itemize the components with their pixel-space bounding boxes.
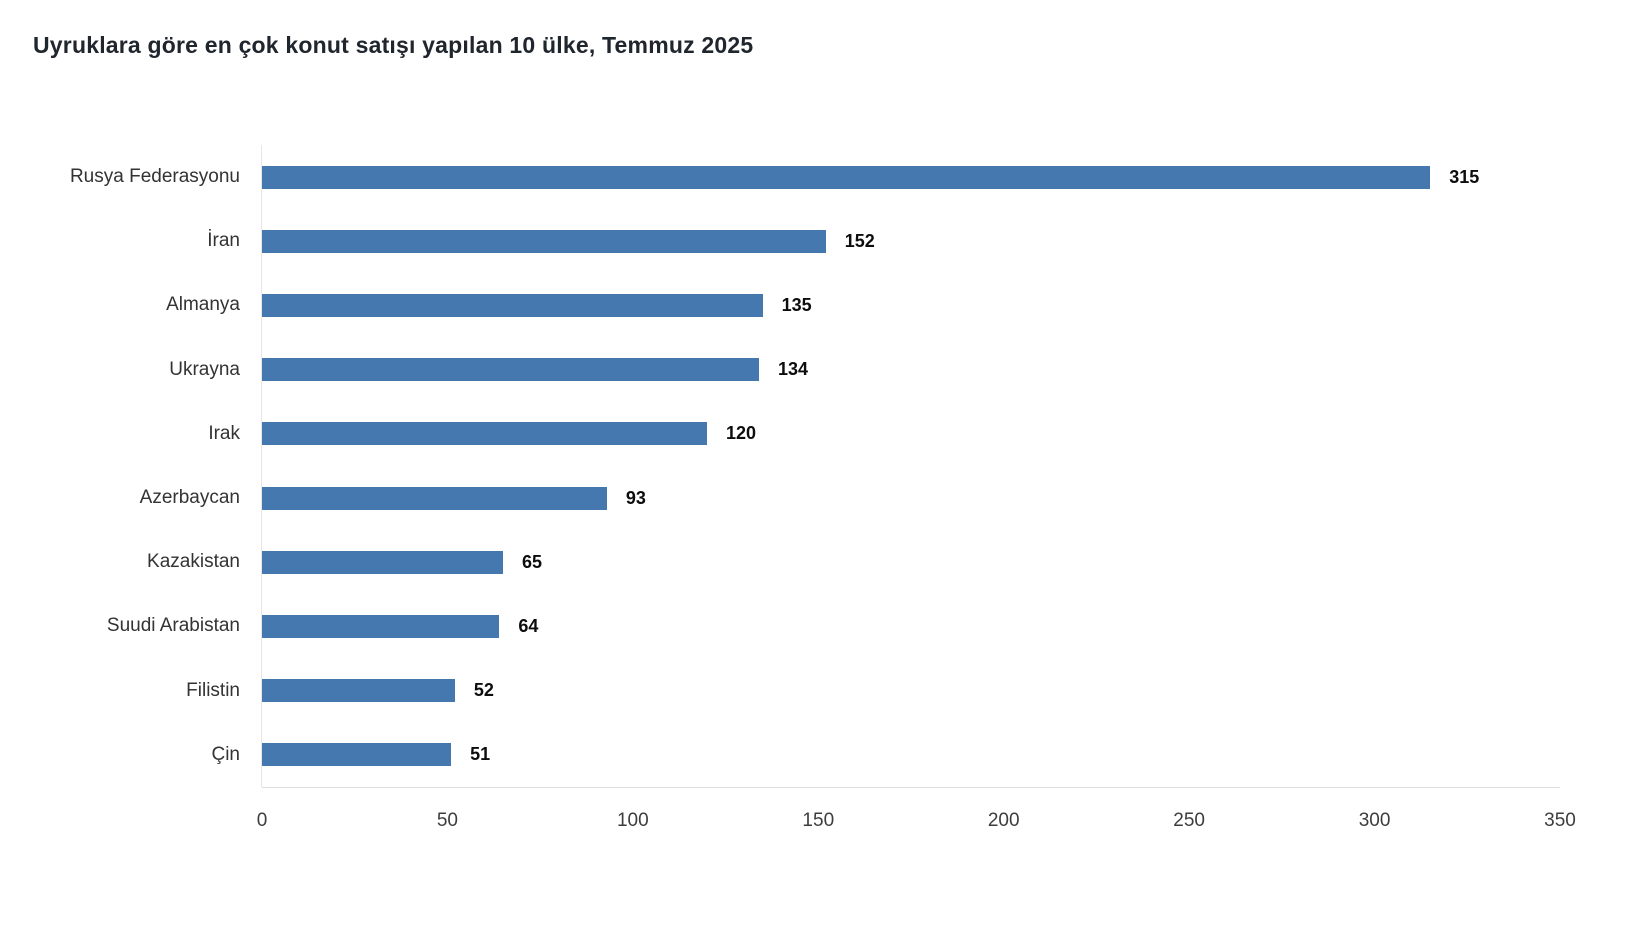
x-tick-label: 250 [1173,809,1205,831]
chart-row: Kazakistan 65 [0,530,1628,595]
value-label: 135 [781,294,812,315]
value-label: 64 [518,615,539,636]
plot-cell: 65 [261,530,1560,595]
plot-cell: 315 [261,145,1560,210]
category-label: Çin [211,743,240,765]
category-label: Almanya [166,294,240,316]
chart-row: Rusya Federasyonu 315 [0,145,1628,210]
chart-row: Suudi Arabistan 64 [0,594,1628,659]
category-label: İran [207,230,240,252]
plot-cell: 120 [261,401,1560,466]
plot-cell: 152 [261,209,1560,274]
bar [262,358,759,382]
x-tick-label: 300 [1358,809,1391,831]
value-label: 120 [726,423,757,444]
chart-row: Çin 51 [0,722,1628,787]
bar [262,743,452,767]
bar [262,422,708,446]
category-label: Kazakistan [147,551,240,573]
chart-row: İran 152 [0,209,1628,274]
bar [262,165,1431,189]
category-label: Ukrayna [169,358,240,380]
x-tick-label: 50 [436,809,458,831]
bar [262,679,455,703]
value-label: 52 [473,680,494,701]
value-label: 134 [777,359,808,380]
x-axis: 0 50 100 150 200 250 300 350 [257,786,1576,860]
bar [262,550,504,574]
value-label: 152 [844,230,875,251]
plot-cell: 52 [261,658,1560,723]
chart-row: Filistin 52 [0,658,1628,723]
bar-chart: Rusya Federasyonu 315 İran 152 Almanya 135 Ukr… [0,145,1628,860]
value-label: 93 [625,487,646,508]
plot-cell: 93 [261,465,1560,531]
bar [262,293,763,317]
chart-row: Almanya 135 [0,273,1628,338]
x-tick-label: 100 [616,809,649,831]
category-label: Suudi Arabistan [106,615,240,637]
x-tick-label: 0 [256,809,268,831]
bar [262,486,607,510]
category-label: Azerbaycan [139,487,240,509]
chart-row: Ukrayna 134 [0,337,1628,402]
value-label: 315 [1449,166,1480,187]
chart-row: Irak 120 [0,401,1628,466]
bar-rows: Rusya Federasyonu 315 İran 152 Almanya 135 Ukr… [0,145,1628,787]
chart-title: Uyruklara göre en çok konut satışı yapıl… [33,32,754,58]
value-label: 65 [522,551,543,572]
plot-cell: 51 [261,722,1560,787]
x-tick-label: 200 [987,809,1020,831]
plot-cell: 134 [261,337,1560,402]
x-tick-label: 150 [802,809,835,831]
x-tick-label: 350 [1544,809,1576,831]
plot-cell: 135 [261,273,1560,338]
category-label: Rusya Federasyonu [69,166,240,188]
bar [262,229,826,253]
bar [262,614,500,638]
category-label: Filistin [186,679,240,701]
category-label: Irak [208,422,240,444]
plot-cell: 64 [261,594,1560,659]
value-label: 51 [470,744,491,765]
chart-row: Azerbaycan 93 [0,465,1628,531]
